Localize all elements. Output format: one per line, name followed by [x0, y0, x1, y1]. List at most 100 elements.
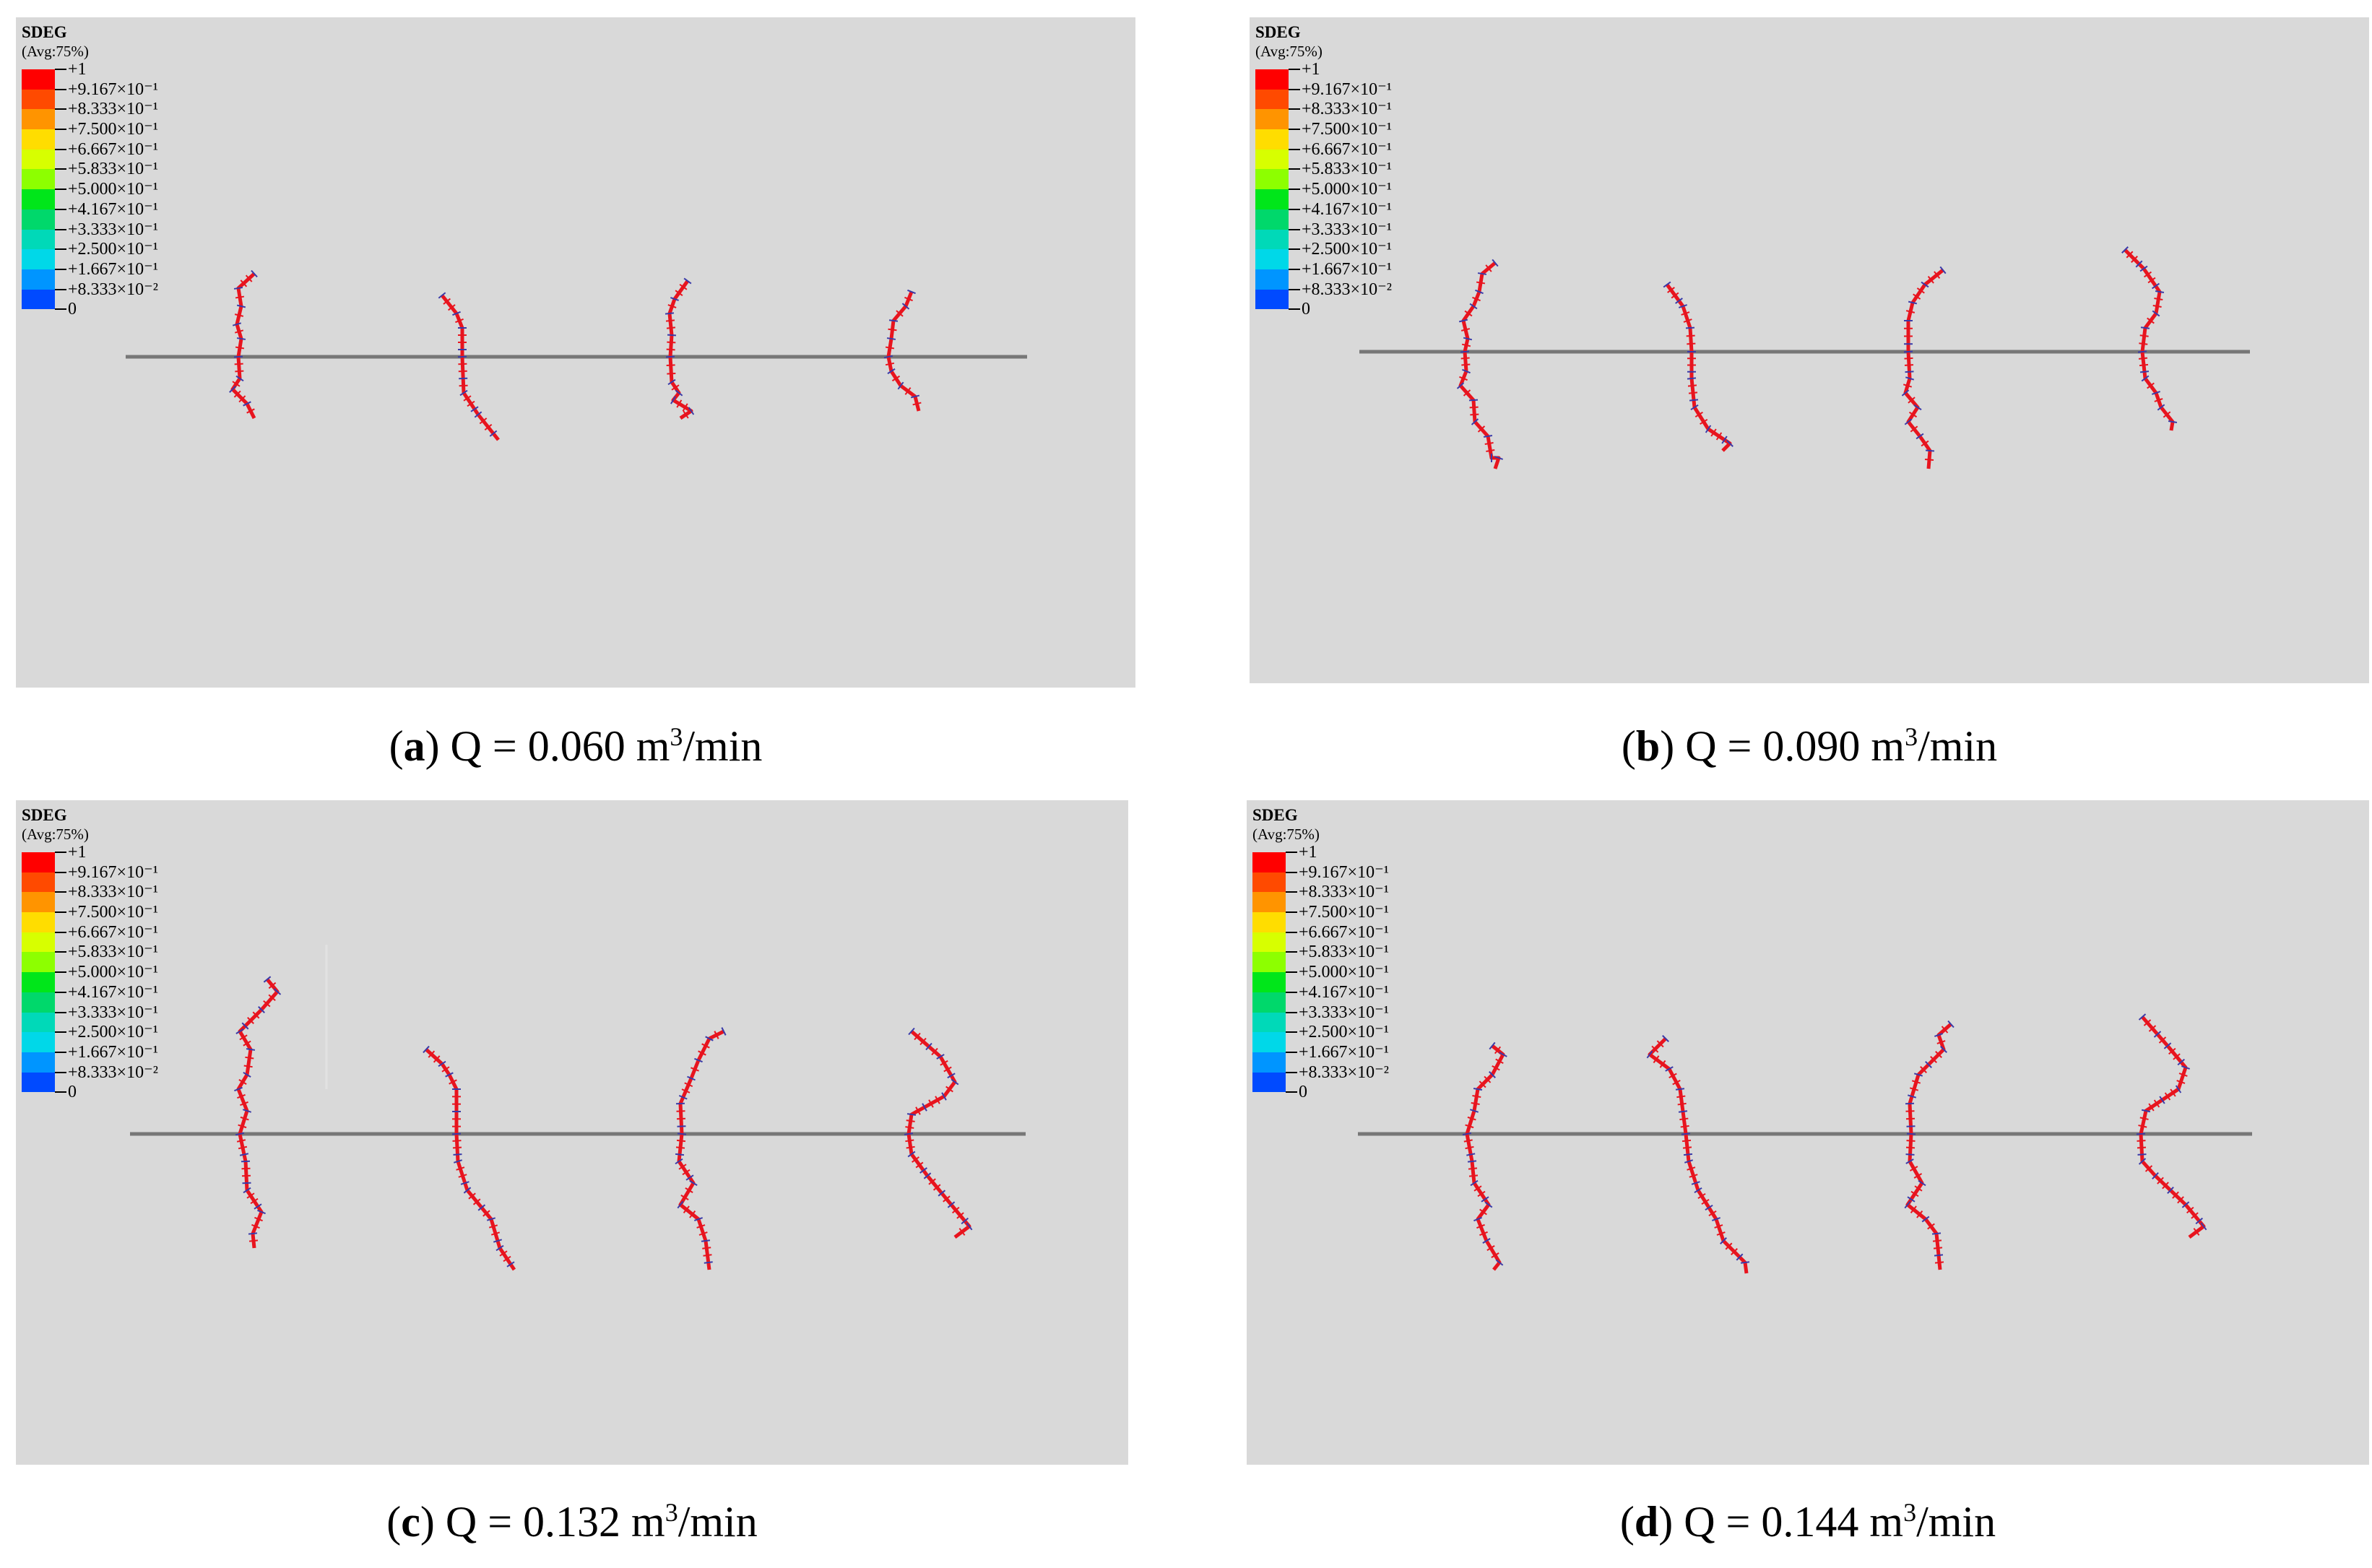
fracture-3 [1904, 1020, 1955, 1270]
mesh-tick [947, 1073, 956, 1079]
caption-unit: /min [1916, 1498, 1996, 1546]
mesh-tick [1484, 442, 1494, 445]
legend-label: +9.167×10⁻¹ [1302, 79, 1392, 99]
mesh-tick [237, 1093, 246, 1099]
mesh-tick [1931, 1232, 1942, 1235]
mesh-tick [1740, 1261, 1750, 1264]
mesh-tick [928, 1099, 934, 1108]
mesh-tick [1914, 1185, 1923, 1192]
mesh-tick [246, 408, 255, 414]
mesh-tick [1913, 1173, 1923, 1179]
legend-label: +5.833×10⁻¹ [1302, 160, 1392, 179]
mesh-tick [1668, 1073, 1677, 1079]
mesh-tick [1930, 1056, 1937, 1063]
mesh-tick [1678, 1110, 1688, 1113]
mesh-tick [273, 988, 282, 995]
mesh-tick [947, 1201, 956, 1208]
legend-label: +1.667×10⁻¹ [68, 1042, 158, 1062]
legend-row: +1.667×10⁻¹ [22, 260, 158, 290]
mesh-tick [956, 1212, 964, 1219]
mesh-tick [232, 381, 241, 387]
legend-row: +5.833×10⁻¹ [22, 943, 158, 973]
mesh-tick [1921, 440, 1929, 447]
fracture-4 [2121, 246, 2178, 431]
mesh-tick [1905, 376, 1915, 381]
mesh-tick [2147, 277, 2156, 284]
mesh-tick [486, 1217, 496, 1221]
mesh-tick [1913, 1073, 1923, 1077]
legend-label: +5.000×10⁻¹ [68, 963, 158, 982]
legend-label: 0 [1299, 1083, 1307, 1102]
caption-a: (a) Q = 0.060 m3/min [389, 722, 763, 770]
mesh-tick [687, 1075, 696, 1081]
mesh-tick [901, 303, 910, 310]
legend-row: +9.167×10⁻¹ [22, 80, 158, 110]
mesh-tick [2131, 256, 2138, 263]
caption-sup: 3 [1903, 1498, 1917, 1527]
mesh-tick [1904, 418, 1913, 425]
mesh-tick [1687, 384, 1697, 387]
mesh-tick [1665, 1066, 1674, 1072]
mesh-tick [441, 1066, 450, 1073]
legend-variable: SDEG [22, 806, 67, 824]
legend-row: +1 [1255, 60, 1323, 90]
legend-row: 0 [1252, 1083, 1320, 1106]
mesh-tick [922, 1103, 927, 1112]
mesh-tick [2138, 1013, 2147, 1021]
mesh-tick [268, 994, 276, 1002]
legend-row: +1.667×10⁻¹ [1252, 1043, 1389, 1073]
mesh-tick [1904, 357, 1913, 360]
mesh-tick [247, 1017, 254, 1024]
mesh-tick [493, 1239, 503, 1243]
legend-label: +6.667×10⁻¹ [1299, 922, 1389, 942]
mesh-tick [1927, 1223, 1935, 1230]
legend-row: +5.833×10⁻¹ [22, 160, 158, 190]
mesh-tick [675, 290, 683, 296]
mesh-tick [907, 289, 916, 295]
mesh-tick [467, 400, 475, 407]
legend-label: +1 [1302, 60, 1320, 79]
mesh-tick [472, 1198, 481, 1205]
mesh-tick [1472, 296, 1481, 302]
mesh-tick [2177, 1196, 2184, 1204]
mesh-tick [2157, 404, 2165, 411]
mesh-tick [689, 1180, 698, 1186]
fracture-1 [234, 976, 282, 1249]
caption-sup: 3 [1905, 722, 1918, 751]
mesh-tick [460, 1181, 469, 1185]
legend-label: +9.167×10⁻¹ [68, 79, 158, 99]
legend-row: +3.333×10⁻¹ [1255, 220, 1392, 250]
mesh-tick [1731, 1248, 1738, 1255]
mesh-tick [698, 1231, 708, 1236]
legend-row: +7.500×10⁻¹ [22, 120, 158, 150]
legend-row: 0 [22, 1083, 89, 1106]
mesh-tick [2168, 420, 2178, 423]
mesh-tick [1913, 293, 1921, 300]
mesh-tick [908, 1027, 915, 1036]
mesh-tick [1934, 271, 1941, 279]
mesh-tick [675, 1146, 685, 1149]
mesh-tick [1662, 1035, 1669, 1042]
mesh-tick [1687, 342, 1696, 345]
mesh-tick [2140, 326, 2150, 329]
legend-row: +1 [1252, 843, 1320, 872]
mesh-tick [665, 355, 675, 358]
mesh-tick [2200, 1222, 2207, 1231]
legend-label: +6.667×10⁻¹ [68, 922, 158, 942]
mesh-tick [239, 1034, 248, 1041]
fracture-2 [423, 1045, 516, 1271]
mesh-tick [463, 1187, 472, 1194]
mesh-tick [1683, 319, 1692, 323]
mesh-tick [1476, 281, 1486, 285]
mesh-tick [1473, 1185, 1482, 1192]
mesh-tick [1469, 406, 1479, 409]
mesh-tick [2158, 1036, 2167, 1044]
legend-label: +7.500×10⁻¹ [1299, 903, 1389, 922]
mesh-tick [1689, 399, 1699, 402]
mesh-tick [1467, 1116, 1476, 1121]
mesh-tick [1463, 1139, 1473, 1143]
legend-row: 0 [22, 300, 89, 324]
mesh-tick [677, 1132, 687, 1135]
mesh-tick [2154, 298, 2163, 300]
fracture-plot-d [1358, 1013, 2252, 1274]
